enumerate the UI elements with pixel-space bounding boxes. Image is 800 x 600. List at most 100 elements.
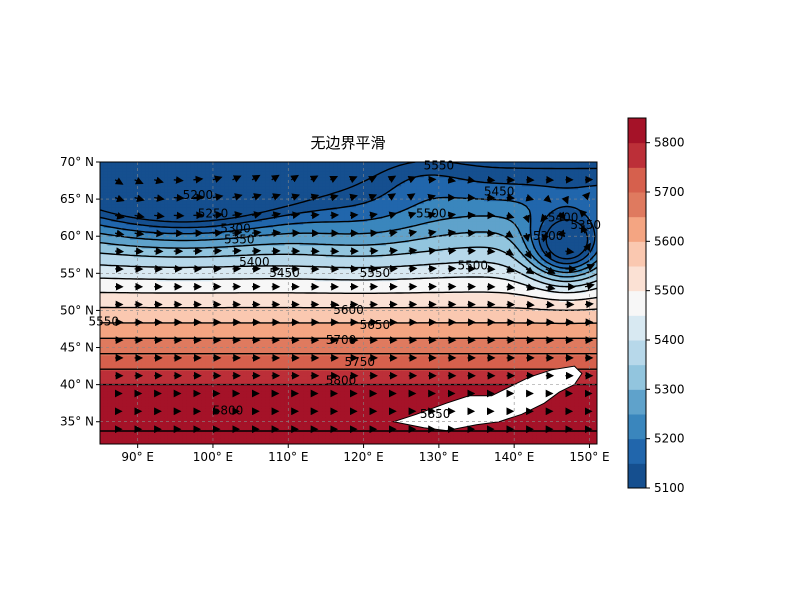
contour-cell	[258, 414, 263, 418]
contour-cell	[122, 242, 127, 246]
contour-cell	[194, 417, 199, 421]
contour-cell	[160, 414, 165, 418]
contour-cell	[269, 402, 274, 407]
contour-cell	[171, 405, 176, 409]
contour-cell	[186, 170, 191, 175]
contour-cell	[130, 182, 135, 187]
contour-cell	[148, 435, 154, 439]
contour-cell	[197, 227, 203, 231]
contour-cell	[280, 390, 286, 395]
contour-cell	[220, 313, 225, 317]
contour-cell	[118, 346, 124, 350]
contour-cell	[171, 262, 176, 267]
contour-cell	[118, 224, 124, 228]
contour-cell	[243, 286, 248, 291]
contour-cell	[276, 298, 282, 303]
contour-cell	[292, 438, 297, 442]
contour-cell	[246, 334, 252, 338]
contour-cell	[190, 230, 195, 234]
contour-cell	[254, 298, 259, 303]
contour-cell	[273, 259, 278, 264]
contour-cell	[111, 369, 116, 374]
contour-cell	[194, 236, 199, 240]
contour-cell	[254, 313, 259, 317]
contour-cell	[179, 274, 184, 279]
contour-cell	[111, 298, 116, 303]
contour-cell	[137, 307, 143, 312]
contour-cell	[209, 259, 214, 264]
contour-cell	[231, 262, 237, 267]
contour-cell	[111, 343, 116, 347]
contour-cell	[107, 369, 112, 374]
contour-cell	[194, 206, 199, 211]
contour-cell	[164, 405, 169, 409]
contour-cell	[220, 298, 225, 303]
contour-cell	[261, 295, 267, 300]
contour-cell	[111, 162, 116, 166]
contour-cell	[141, 286, 146, 291]
contour-cell	[239, 185, 244, 190]
contour-cell	[288, 414, 293, 418]
contour-cell	[292, 254, 297, 258]
contour-cell	[115, 331, 120, 335]
contour-cell	[126, 191, 131, 196]
contour-cell	[261, 304, 267, 309]
contour-cell	[107, 334, 112, 338]
contour-cell	[111, 340, 116, 344]
contour-cell	[273, 239, 278, 243]
contour-cell	[179, 331, 184, 335]
contour-cell	[100, 328, 105, 332]
contour-cell	[261, 411, 267, 415]
contour-cell	[160, 387, 165, 392]
contour-cell	[288, 381, 293, 386]
contour-cell	[197, 343, 203, 347]
contour-cell	[209, 292, 214, 297]
contour-cell	[141, 274, 146, 279]
contour-cell	[111, 182, 116, 187]
contour-cell	[115, 203, 120, 208]
contour-cell	[254, 167, 259, 172]
contour-cell	[220, 369, 225, 374]
contour-cell	[201, 224, 207, 228]
contour-cell	[292, 236, 297, 240]
contour-cell	[100, 274, 105, 279]
contour-cell	[137, 325, 143, 329]
contour-cell	[258, 164, 263, 169]
contour-cell	[145, 167, 150, 172]
contour-cell	[164, 334, 169, 338]
contour-cell	[197, 435, 203, 439]
contour-cell	[145, 378, 150, 383]
contour-cell	[258, 274, 263, 279]
contour-cell	[145, 262, 150, 267]
contour-cell	[126, 363, 131, 368]
contour-cell	[152, 170, 158, 175]
contour-cell	[280, 215, 286, 219]
contour-cell	[164, 340, 169, 344]
contour-cell	[122, 277, 127, 282]
contour-cell	[167, 262, 173, 267]
contour-cell	[231, 387, 237, 392]
contour-cell	[186, 423, 191, 427]
contour-cell	[141, 298, 146, 303]
contour-cell	[190, 215, 195, 219]
contour-cell	[261, 239, 267, 243]
contour-cell	[107, 200, 112, 205]
contour-cell	[122, 319, 127, 323]
contour-cell	[250, 310, 255, 314]
contour-cell	[250, 402, 255, 407]
contour-cell	[100, 206, 105, 211]
contour-cell	[231, 203, 237, 208]
contour-cell	[254, 221, 259, 225]
contour-cell	[175, 245, 180, 249]
contour-cell	[273, 218, 278, 222]
contour-cell	[186, 212, 191, 217]
contour-cell	[284, 162, 289, 166]
contour-cell	[261, 334, 267, 338]
contour-cell	[231, 402, 237, 407]
contour-cell	[148, 227, 154, 231]
contour-cell	[118, 254, 124, 258]
contour-cell	[152, 340, 158, 344]
contour-cell	[179, 423, 184, 427]
contour-cell	[265, 384, 271, 389]
contour-cell	[280, 200, 286, 205]
